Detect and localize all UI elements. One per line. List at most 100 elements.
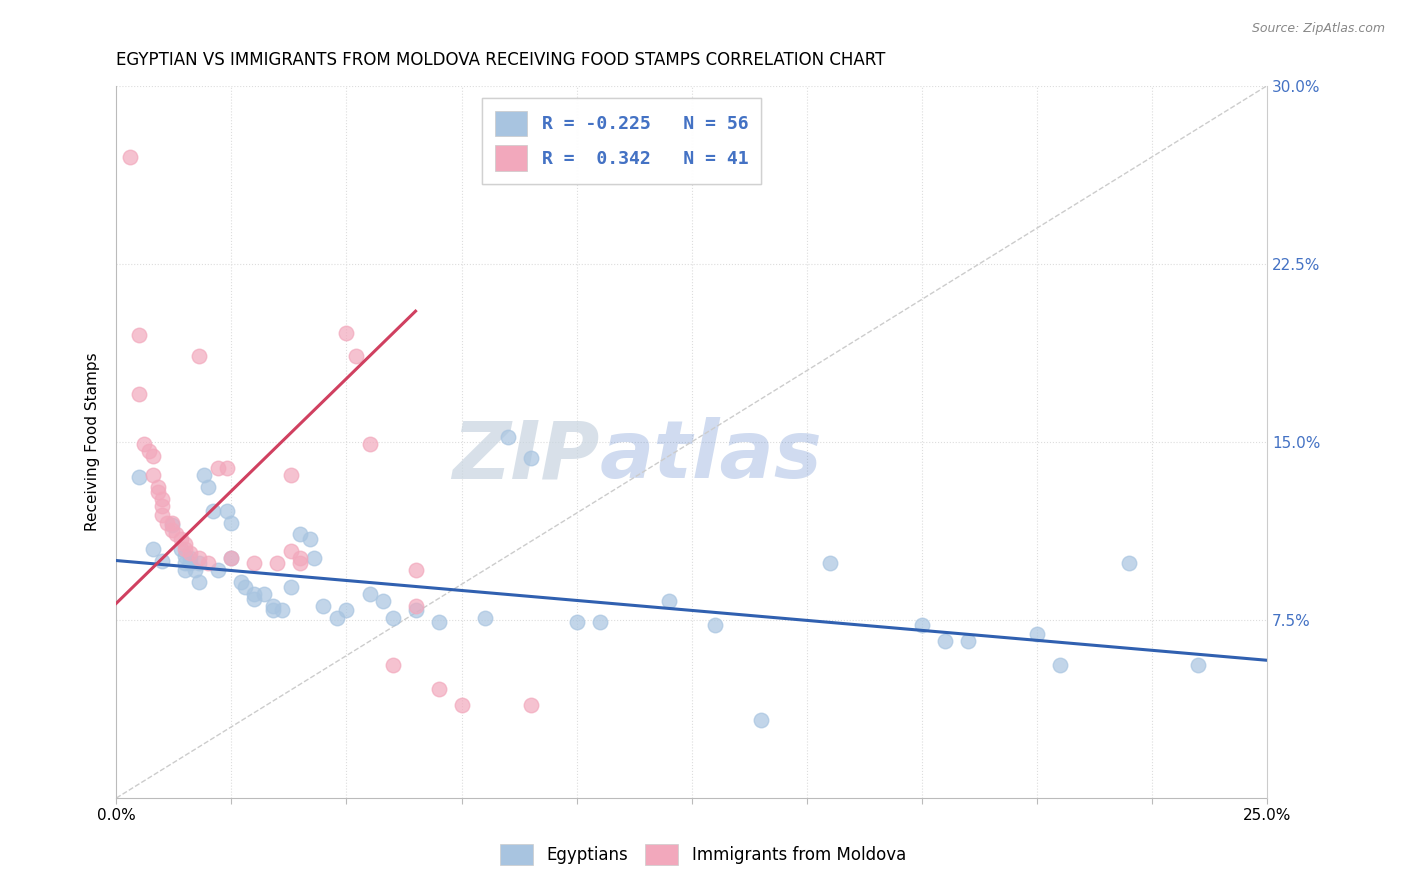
Point [405,563,427,577]
Point [142,541,165,556]
Point [280,468,302,483]
Point [262,603,284,617]
Point [381,610,404,624]
Point [335,326,357,340]
Point [179,551,201,566]
Point [128,470,150,484]
Point [188,551,211,566]
Point [934,634,956,648]
Point [312,599,335,613]
Point [359,587,381,601]
Point [266,556,288,570]
Point [252,587,274,601]
Point [120,150,142,164]
Point [207,461,229,475]
Point [150,499,173,513]
Point [450,698,472,713]
Y-axis label: Receiving Food Stamps: Receiving Food Stamps [86,352,100,531]
Point [1026,627,1049,641]
Point [405,599,427,613]
Point [193,468,215,483]
Point [749,713,772,727]
Point [179,546,201,560]
Point [160,523,183,537]
Point [174,556,197,570]
Point [197,556,219,570]
Point [170,532,193,546]
Point [160,517,183,532]
Point [373,594,395,608]
Text: atlas: atlas [600,417,823,495]
Legend: Egyptians, Immigrants from Moldova: Egyptians, Immigrants from Moldova [491,834,915,875]
Point [221,516,243,530]
Point [565,615,588,630]
Point [201,503,224,517]
Point [957,634,980,648]
Point [165,527,187,541]
Point [1118,556,1140,570]
Point [427,615,450,630]
Point [183,563,205,577]
Point [142,449,165,463]
Point [188,556,211,570]
Point [290,551,312,566]
Point [179,556,201,570]
Point [188,574,211,589]
Point [233,580,256,594]
Legend: R = -0.225   N = 56, R =  0.342   N = 41: R = -0.225 N = 56, R = 0.342 N = 41 [482,98,761,184]
Point [150,553,173,567]
Point [146,484,169,499]
Point [344,349,367,363]
Point [170,541,193,556]
Point [221,551,243,566]
Text: ZIP: ZIP [453,417,600,495]
Point [197,480,219,494]
Point [150,491,173,506]
Point [519,698,541,713]
Point [703,617,725,632]
Point [290,527,312,541]
Point [271,603,294,617]
Point [1049,658,1071,673]
Point [818,556,841,570]
Point [359,437,381,451]
Point [658,594,681,608]
Point [427,681,450,696]
Point [215,461,238,475]
Point [138,444,160,458]
Point [911,617,934,632]
Point [142,468,165,483]
Point [174,537,197,551]
Point [229,574,252,589]
Point [243,587,266,601]
Point [156,516,179,530]
Point [298,532,321,546]
Point [146,480,169,494]
Point [326,610,349,624]
Point [381,658,404,673]
Point [207,563,229,577]
Point [262,599,284,613]
Point [405,603,427,617]
Point [290,556,312,570]
Point [215,503,238,517]
Point [160,516,183,530]
Point [188,349,211,363]
Point [1187,658,1209,673]
Point [174,541,197,556]
Point [128,387,150,401]
Text: Source: ZipAtlas.com: Source: ZipAtlas.com [1251,22,1385,36]
Point [128,327,150,342]
Point [335,603,357,617]
Point [221,551,243,566]
Point [243,556,266,570]
Point [132,437,155,451]
Point [304,551,326,566]
Point [174,563,197,577]
Text: EGYPTIAN VS IMMIGRANTS FROM MOLDOVA RECEIVING FOOD STAMPS CORRELATION CHART: EGYPTIAN VS IMMIGRANTS FROM MOLDOVA RECE… [117,51,886,69]
Point [243,591,266,606]
Point [174,549,197,563]
Point [496,430,519,444]
Point [280,580,302,594]
Point [519,451,541,466]
